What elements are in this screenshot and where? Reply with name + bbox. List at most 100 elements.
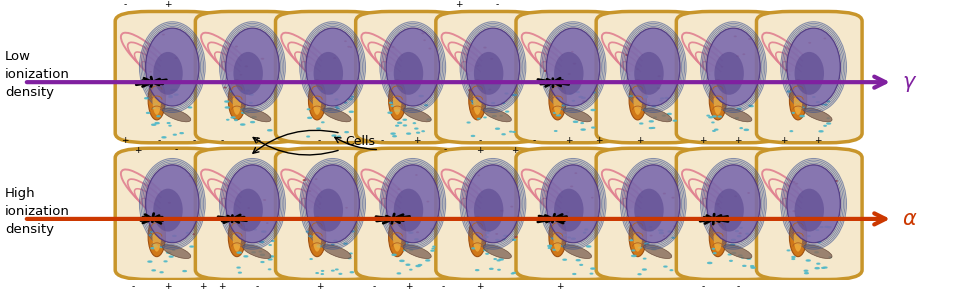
Text: +: + (121, 136, 129, 145)
Ellipse shape (313, 222, 322, 252)
Circle shape (659, 230, 662, 231)
Circle shape (639, 123, 643, 124)
Circle shape (817, 263, 820, 264)
Text: High
ionization
density: High ionization density (5, 187, 70, 236)
Text: -: - (444, 146, 447, 155)
Text: -: - (702, 282, 705, 290)
Circle shape (226, 107, 229, 108)
Circle shape (246, 90, 250, 91)
Ellipse shape (724, 245, 752, 259)
FancyBboxPatch shape (436, 148, 541, 280)
Circle shape (734, 36, 736, 37)
Circle shape (416, 265, 420, 267)
Circle shape (254, 229, 256, 230)
Ellipse shape (702, 181, 719, 209)
Circle shape (318, 245, 323, 246)
Circle shape (163, 95, 166, 96)
Text: α: α (902, 209, 916, 229)
Circle shape (475, 270, 479, 271)
Circle shape (821, 104, 824, 105)
Circle shape (472, 248, 475, 249)
Circle shape (235, 120, 237, 121)
Circle shape (242, 112, 246, 113)
Ellipse shape (221, 181, 238, 209)
Circle shape (562, 105, 564, 106)
Circle shape (391, 218, 396, 220)
Ellipse shape (473, 85, 482, 115)
Circle shape (145, 98, 149, 99)
Circle shape (654, 117, 657, 118)
Ellipse shape (549, 216, 566, 257)
Circle shape (155, 246, 157, 247)
Ellipse shape (233, 189, 263, 231)
Circle shape (636, 69, 638, 70)
Circle shape (799, 94, 803, 95)
Circle shape (741, 257, 744, 258)
Ellipse shape (386, 165, 440, 243)
Ellipse shape (467, 28, 519, 106)
Circle shape (501, 103, 505, 104)
FancyBboxPatch shape (676, 12, 781, 143)
Ellipse shape (154, 52, 182, 95)
Circle shape (322, 122, 324, 123)
Ellipse shape (634, 85, 642, 115)
Circle shape (306, 231, 308, 232)
FancyBboxPatch shape (436, 12, 541, 143)
Circle shape (638, 247, 641, 248)
Ellipse shape (804, 245, 832, 259)
Circle shape (317, 128, 321, 129)
Circle shape (712, 116, 716, 117)
Ellipse shape (146, 165, 199, 243)
Ellipse shape (629, 80, 646, 120)
Ellipse shape (403, 108, 431, 122)
Circle shape (822, 267, 825, 268)
Ellipse shape (140, 181, 157, 209)
Ellipse shape (468, 80, 486, 120)
Circle shape (642, 269, 646, 270)
Ellipse shape (243, 245, 271, 259)
Ellipse shape (306, 28, 359, 106)
Circle shape (348, 99, 352, 100)
Text: -: - (192, 136, 196, 145)
Circle shape (241, 109, 245, 110)
Ellipse shape (787, 165, 840, 243)
Circle shape (349, 253, 352, 254)
Circle shape (348, 46, 349, 47)
Circle shape (592, 92, 595, 93)
FancyBboxPatch shape (596, 148, 702, 280)
Circle shape (409, 232, 413, 233)
Ellipse shape (146, 28, 199, 106)
Circle shape (731, 244, 734, 246)
Text: -: - (442, 282, 444, 290)
Circle shape (484, 47, 486, 48)
Circle shape (734, 196, 736, 197)
Circle shape (632, 250, 635, 251)
Circle shape (230, 91, 234, 92)
Circle shape (829, 257, 831, 258)
Circle shape (828, 227, 831, 228)
FancyBboxPatch shape (676, 148, 781, 280)
Ellipse shape (789, 216, 806, 257)
Circle shape (719, 99, 722, 100)
Circle shape (580, 264, 583, 265)
Circle shape (252, 117, 256, 118)
Text: +: + (253, 136, 260, 145)
Circle shape (225, 101, 228, 102)
Circle shape (227, 119, 228, 120)
Circle shape (432, 248, 434, 249)
Circle shape (392, 105, 396, 106)
Ellipse shape (714, 189, 744, 231)
Circle shape (393, 136, 396, 137)
Circle shape (513, 95, 516, 96)
Circle shape (652, 105, 656, 106)
Text: -: - (255, 282, 258, 290)
Circle shape (406, 242, 408, 243)
Circle shape (492, 103, 494, 104)
Circle shape (512, 273, 514, 274)
Circle shape (422, 33, 424, 34)
Circle shape (638, 226, 643, 227)
Ellipse shape (228, 80, 246, 120)
Circle shape (344, 243, 348, 244)
Ellipse shape (804, 108, 832, 122)
Circle shape (553, 249, 556, 250)
